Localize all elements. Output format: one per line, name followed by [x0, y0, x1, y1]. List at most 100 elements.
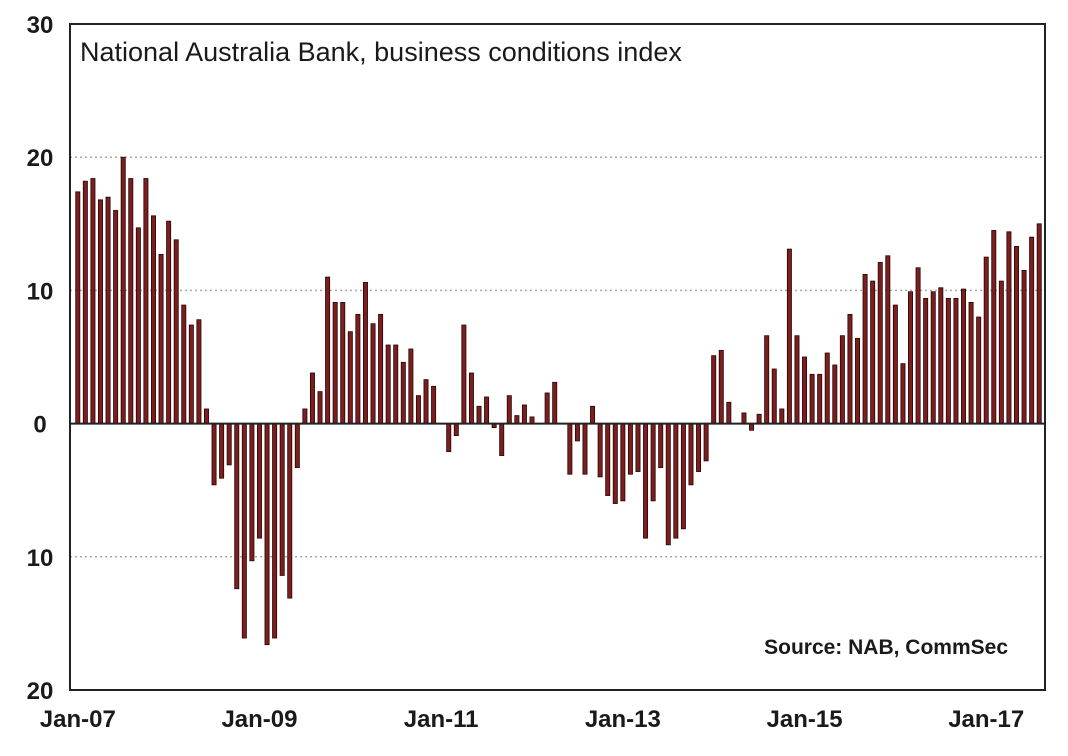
- bar: [256, 423, 262, 539]
- bar: [196, 319, 202, 425]
- bar: [961, 288, 966, 425]
- bar-series: [75, 156, 1042, 646]
- bar: [771, 368, 777, 424]
- bar: [203, 408, 209, 425]
- bar: [870, 280, 876, 424]
- bar: [1036, 223, 1042, 425]
- bar: [703, 423, 709, 462]
- bar: [514, 415, 520, 424]
- bar: [544, 392, 550, 424]
- bar: [166, 220, 172, 425]
- bar: [453, 423, 459, 436]
- bar: [680, 423, 686, 530]
- bar: [158, 254, 164, 425]
- bar: [605, 423, 611, 496]
- bar: [415, 395, 421, 425]
- bar: [741, 412, 747, 425]
- y-tick-label: 20: [27, 678, 54, 705]
- bar: [506, 395, 512, 425]
- bar: [711, 355, 717, 425]
- bar: [468, 372, 474, 425]
- bar: [998, 280, 1004, 424]
- bar: [90, 178, 96, 424]
- bar: [264, 423, 270, 646]
- bar: [779, 408, 785, 425]
- bar: [824, 352, 830, 424]
- bar: [885, 255, 891, 425]
- bar: [945, 297, 951, 425]
- bar: [809, 373, 815, 425]
- bar: [1021, 270, 1027, 425]
- bar: [1014, 246, 1019, 425]
- plot-frame: [69, 23, 1046, 691]
- gridlines: [70, 23, 1045, 691]
- bar: [908, 291, 914, 425]
- y-tick-label: 0: [33, 412, 46, 439]
- bar: [635, 423, 641, 472]
- bar: [938, 287, 944, 424]
- bar: [188, 324, 194, 424]
- bar: [143, 178, 149, 424]
- bar: [219, 423, 225, 479]
- bar: [802, 356, 808, 424]
- bar: [786, 248, 792, 425]
- bar: [1006, 231, 1012, 424]
- bar: [181, 304, 187, 424]
- bar: [832, 364, 838, 424]
- bar: [408, 348, 414, 425]
- bar: [877, 262, 883, 424]
- bar: [378, 313, 384, 425]
- bar: [431, 385, 437, 424]
- bar: [423, 379, 429, 425]
- bar: [461, 324, 467, 424]
- bar: [855, 337, 861, 425]
- bar: [325, 276, 331, 424]
- bar: [135, 227, 141, 425]
- y-tick-label: 30: [27, 12, 54, 39]
- bar: [582, 423, 588, 475]
- bar: [279, 423, 285, 576]
- bar: [340, 301, 346, 425]
- bar: [120, 156, 126, 424]
- bar: [892, 304, 898, 424]
- bar: [923, 297, 929, 425]
- bar: [764, 335, 770, 425]
- bar: [521, 404, 527, 425]
- bar: [484, 396, 490, 424]
- bar: [862, 274, 868, 425]
- bar: [355, 313, 361, 425]
- bar: [234, 423, 240, 590]
- bar: [113, 210, 119, 424]
- bar: [105, 196, 111, 425]
- bar: [953, 297, 959, 425]
- bar: [287, 423, 293, 599]
- bar: [847, 313, 853, 425]
- bar: [309, 372, 315, 425]
- bar: [930, 291, 936, 425]
- bar: [976, 316, 982, 425]
- bar: [82, 180, 88, 424]
- bar: [597, 423, 603, 478]
- bar: [446, 423, 452, 452]
- bar: [991, 230, 997, 425]
- bar: [362, 282, 368, 425]
- bar: [128, 178, 134, 424]
- x-tick-label: Jan-07: [40, 706, 116, 733]
- bar: [983, 256, 989, 425]
- bar: [476, 405, 482, 424]
- bar: [332, 301, 338, 425]
- bar: [574, 423, 580, 442]
- bar: [673, 423, 679, 539]
- bar: [317, 391, 323, 425]
- bar: [658, 423, 664, 468]
- bar: [718, 349, 724, 424]
- bar: [272, 423, 278, 639]
- bar: [393, 344, 399, 425]
- x-axis: Jan-07 Jan-09 Jan-11 Jan-13 Jan-15 Jan-17: [40, 706, 1024, 733]
- bar: [294, 423, 300, 468]
- bar: [915, 267, 921, 425]
- bar: [756, 413, 762, 424]
- bar: [400, 361, 406, 424]
- bar: [226, 423, 232, 466]
